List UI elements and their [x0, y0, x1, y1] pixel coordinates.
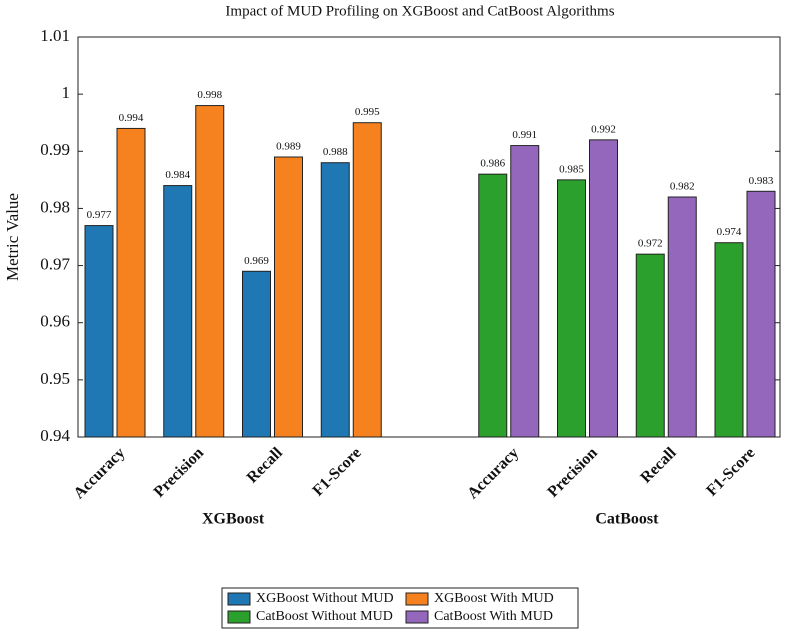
legend-swatch: [227, 592, 251, 606]
x-tick-label: Recall: [244, 444, 287, 487]
plot-frame: [77, 36, 781, 438]
bar: [116, 127, 146, 438]
value-label: 0.974: [717, 226, 742, 238]
y-axis-label: Metric Value: [3, 193, 22, 281]
value-label: 0.994: [119, 112, 144, 124]
y-tick-label: 1.01: [40, 26, 70, 45]
x-tick-label: Accuracy: [71, 444, 129, 502]
group-label: CatBoost: [595, 511, 659, 528]
bar: [667, 196, 697, 438]
x-tick-label: F1-Score: [703, 444, 758, 499]
chart-title: Impact of MUD Profiling on XGBoost and C…: [225, 3, 614, 19]
value-label: 0.977: [87, 209, 112, 221]
legend-label: XGBoost Without MUD: [256, 591, 394, 606]
bar: [195, 105, 225, 438]
bar: [352, 122, 382, 438]
value-label: 0.991: [512, 129, 537, 141]
x-tick-label: Recall: [637, 444, 680, 487]
bar: [320, 162, 350, 438]
x-tick-label: Precision: [544, 444, 601, 501]
value-label: 0.985: [559, 163, 584, 175]
bar: [746, 190, 776, 438]
value-label: 0.986: [480, 158, 505, 170]
y-tick-label: 1: [62, 83, 71, 102]
value-label: 0.998: [197, 89, 222, 101]
legend-label: CatBoost Without MUD: [256, 609, 393, 624]
value-label: 0.988: [323, 146, 348, 158]
y-tick-label: 0.95: [40, 369, 70, 388]
y-tick-label: 0.98: [40, 197, 70, 216]
bar: [557, 179, 586, 438]
bar: [242, 270, 271, 438]
value-label: 0.995: [355, 106, 380, 118]
legend-label: CatBoost With MUD: [434, 609, 553, 624]
x-tick-label: Precision: [151, 444, 208, 501]
legend-label: XGBoost With MUD: [434, 591, 554, 606]
bar: [84, 225, 114, 438]
value-label: 0.982: [670, 181, 695, 193]
value-label: 0.972: [638, 238, 663, 250]
bar: [478, 173, 508, 438]
bar: [510, 145, 540, 438]
value-label: 0.969: [244, 255, 269, 267]
value-label: 0.983: [749, 175, 774, 187]
legend-box: [221, 587, 579, 629]
bar: [163, 185, 193, 438]
y-tick-label: 0.94: [40, 426, 70, 445]
x-tick-label: F1-Score: [310, 444, 365, 499]
x-tick-label: Accuracy: [464, 444, 522, 502]
value-label: 0.989: [276, 141, 301, 153]
legend-swatch: [405, 592, 429, 606]
bar: [589, 139, 618, 438]
y-tick-label: 0.96: [40, 312, 70, 331]
value-label: 0.992: [591, 123, 616, 135]
value-label: 0.984: [165, 169, 190, 181]
group-label: XGBoost: [202, 511, 265, 528]
bar: [635, 253, 665, 438]
y-tick-label: 0.97: [40, 254, 70, 273]
legend-swatch: [405, 610, 429, 624]
bar: [274, 156, 303, 438]
bar: [714, 242, 744, 438]
legend-swatch: [227, 610, 251, 624]
y-tick-label: 0.99: [40, 140, 70, 159]
